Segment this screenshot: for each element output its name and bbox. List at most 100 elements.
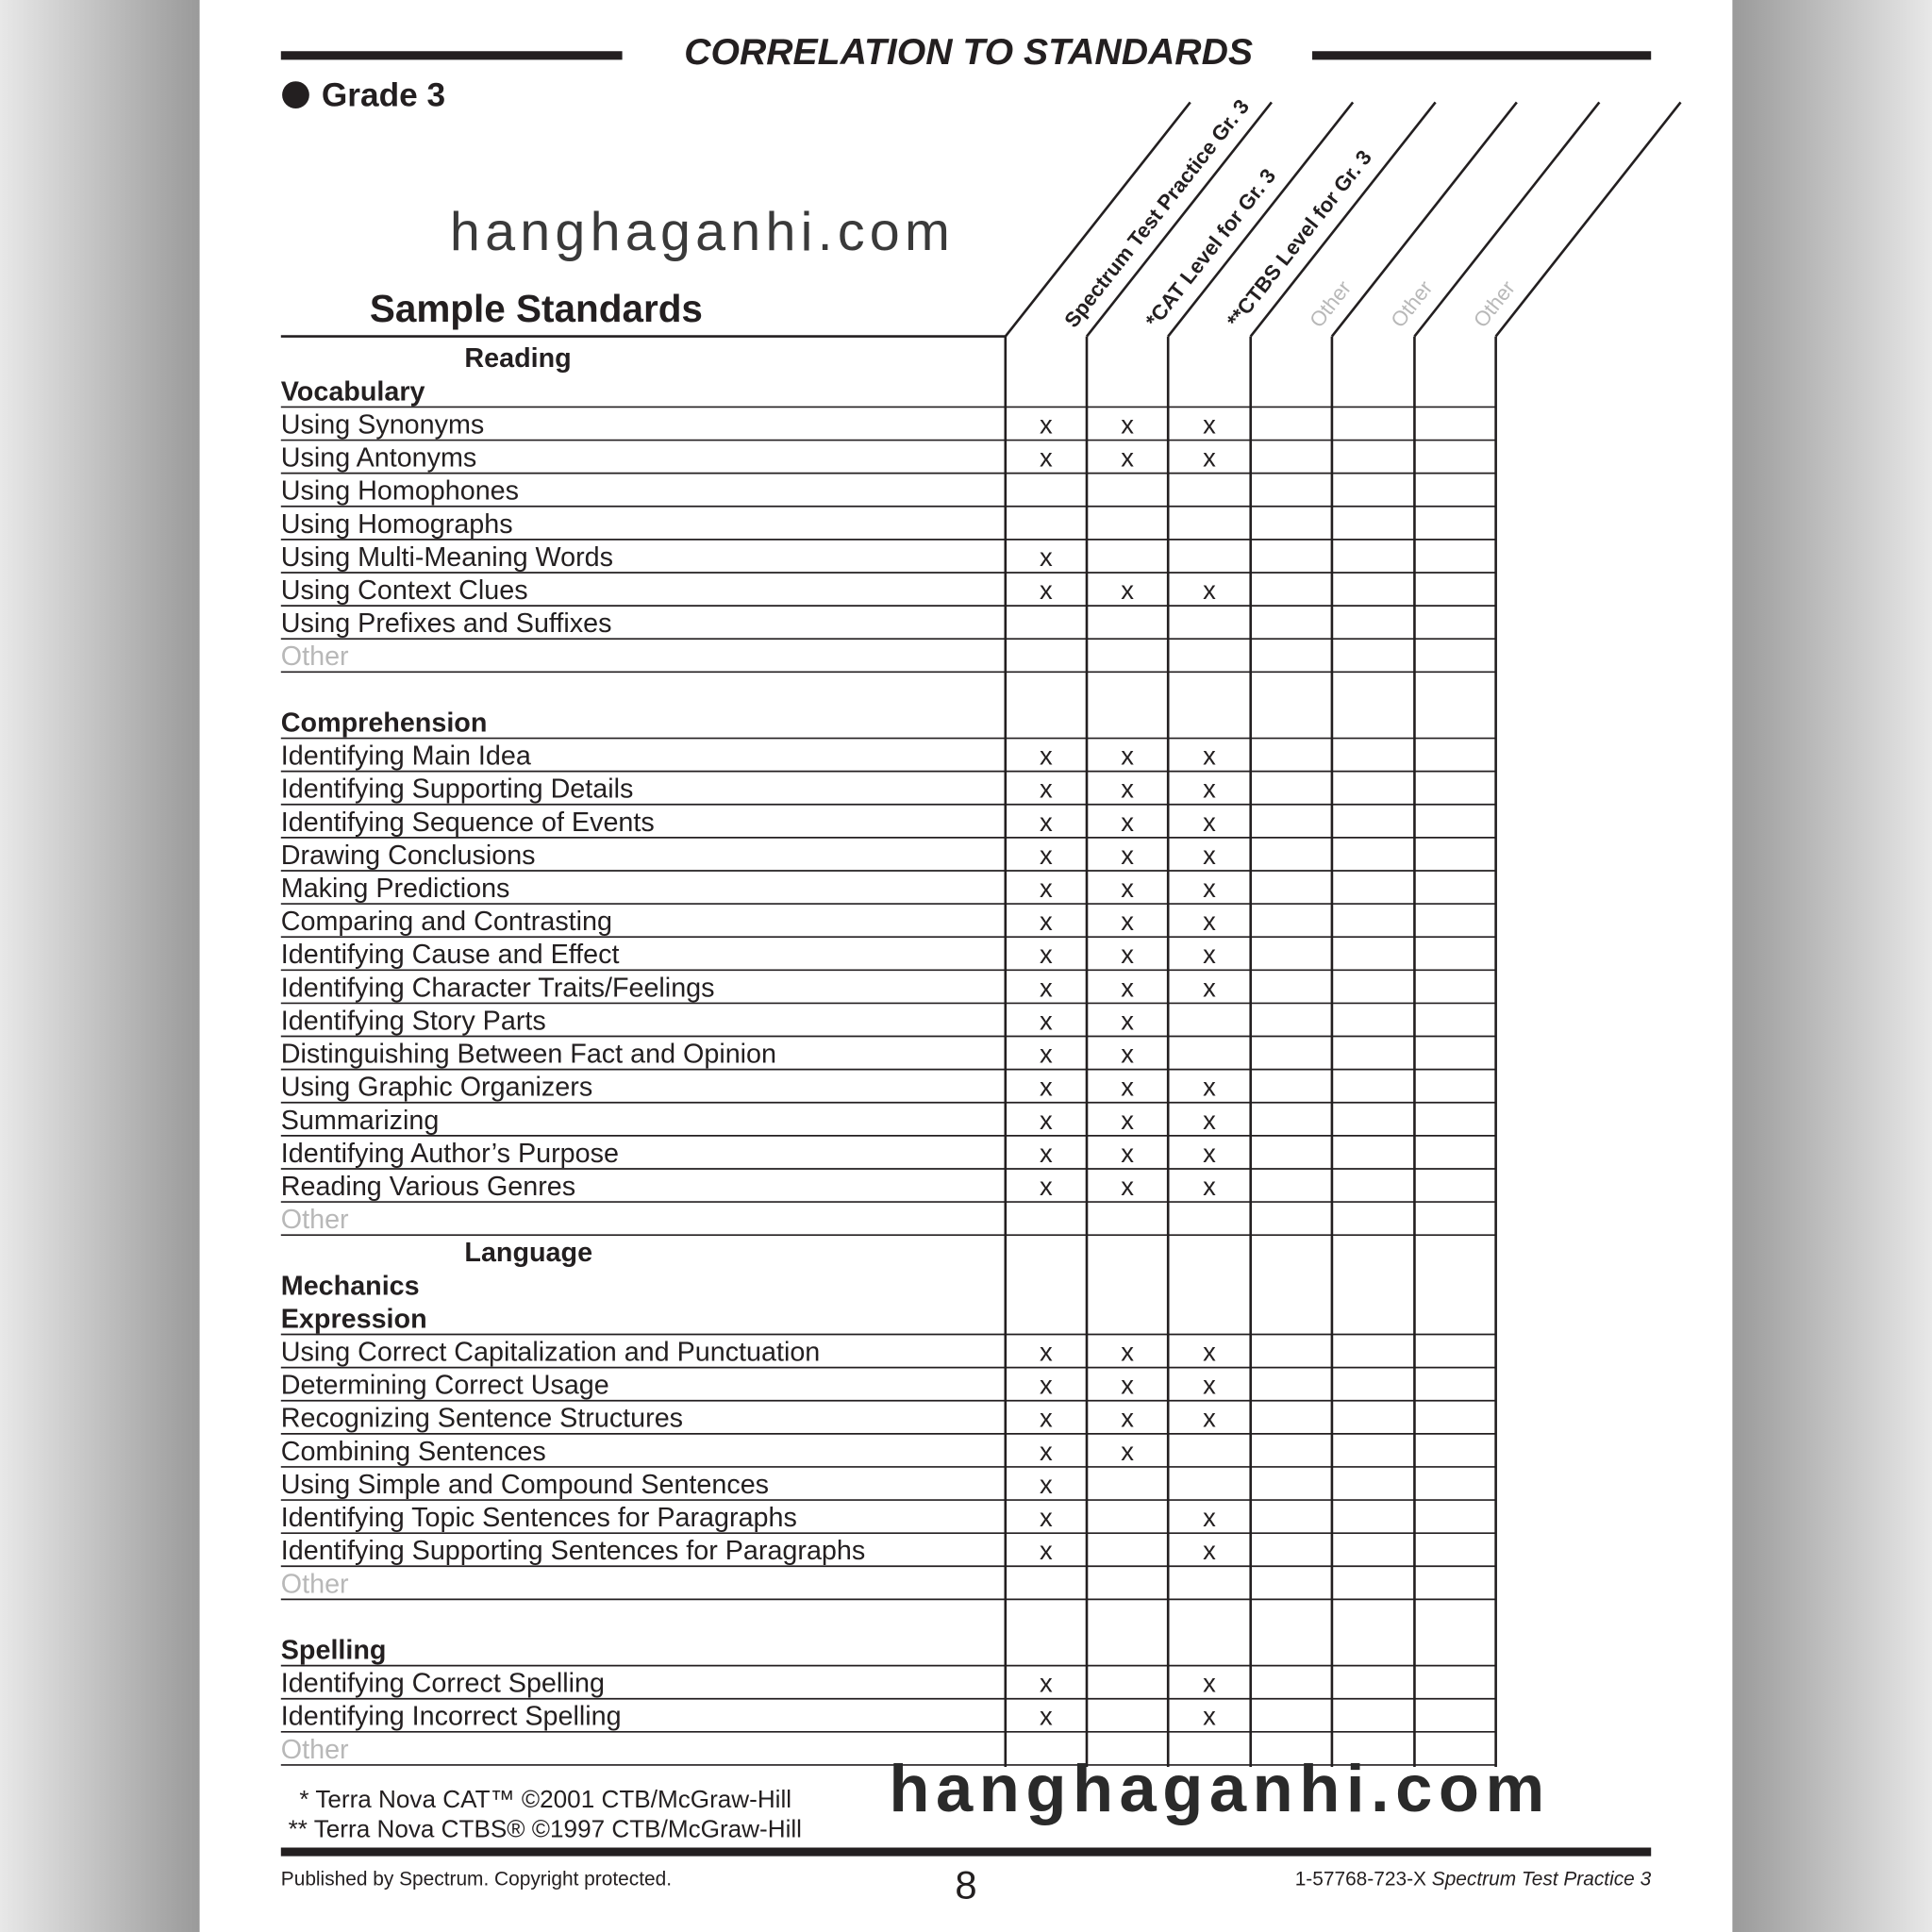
other-label: Other: [281, 641, 349, 672]
check-mark: x: [1121, 1006, 1134, 1035]
check-mark: x: [1203, 808, 1216, 837]
check-mark: x: [1040, 1338, 1053, 1367]
check-mark: x: [1040, 808, 1053, 837]
standard-label: Using Multi-Meaning Words: [281, 542, 613, 573]
section-label: Language: [464, 1238, 592, 1268]
check-mark: x: [1121, 1371, 1134, 1400]
standard-label: Using Context Clues: [281, 575, 528, 606]
check-mark: x: [1203, 1139, 1216, 1168]
check-mark: x: [1040, 741, 1053, 771]
other-label: Other: [281, 1205, 349, 1235]
heading-label: Spelling: [281, 1636, 387, 1666]
isbn: 1-57768-723-X: [1295, 1868, 1426, 1890]
book-info: 1-57768-723-X Spectrum Test Practice 3: [1295, 1868, 1652, 1890]
check-mark: x: [1121, 1139, 1134, 1168]
standard-label: Identifying Sequence of Events: [281, 808, 655, 838]
check-mark: x: [1040, 1536, 1053, 1565]
standard-label: Making Predictions: [281, 874, 510, 904]
other-label: Other: [281, 1569, 349, 1599]
standard-label: Using Prefixes and Suffixes: [281, 608, 612, 639]
check-mark: x: [1203, 1106, 1216, 1135]
standard-label: Using Homophones: [281, 476, 519, 507]
standard-label: Summarizing: [281, 1106, 440, 1136]
check-mark: x: [1203, 1338, 1216, 1367]
check-mark: x: [1121, 1073, 1134, 1102]
page-title: CORRELATION TO STANDARDS: [684, 32, 1253, 73]
column-slant: [1004, 101, 1191, 338]
check-mark: x: [1203, 1371, 1216, 1400]
standard-label: Identifying Topic Sentences for Paragrap…: [281, 1503, 797, 1533]
standard-label: Identifying Supporting Sentences for Par…: [281, 1536, 865, 1566]
column-slant: [1249, 101, 1437, 338]
other-label: Other: [281, 1735, 349, 1765]
check-mark: x: [1203, 1503, 1216, 1532]
heading-label: Mechanics: [281, 1271, 420, 1301]
check-mark: x: [1203, 443, 1216, 473]
column-slant: [1085, 101, 1273, 338]
check-mark: x: [1203, 1073, 1216, 1102]
section-label: Reading: [464, 343, 571, 374]
column-slant: [1330, 101, 1518, 338]
footnote: * Terra Nova CAT™ ©2001 CTB/McGraw-Hill: [299, 1785, 791, 1813]
publisher: Published by Spectrum. Copyright protect…: [281, 1868, 672, 1890]
check-mark: x: [1203, 1669, 1216, 1698]
check-mark: x: [1040, 1006, 1053, 1035]
check-mark: x: [1040, 1702, 1053, 1731]
check-mark: x: [1121, 1437, 1134, 1466]
check-mark: x: [1121, 443, 1134, 473]
column-slant: [1413, 101, 1601, 338]
standard-label: Combining Sentences: [281, 1437, 546, 1467]
check-mark: x: [1203, 940, 1216, 969]
standard-label: Identifying Correct Spelling: [281, 1669, 605, 1699]
check-mark: x: [1040, 1073, 1053, 1102]
standard-label: Determining Correct Usage: [281, 1371, 609, 1401]
check-mark: x: [1203, 774, 1216, 804]
check-mark: x: [1121, 575, 1134, 605]
standard-label: Identifying Incorrect Spelling: [281, 1702, 622, 1732]
check-mark: x: [1040, 542, 1053, 572]
check-mark: x: [1203, 973, 1216, 1002]
standard-label: Distinguishing Between Fact and Opinion: [281, 1040, 776, 1070]
standard-label: Identifying Main Idea: [281, 741, 531, 772]
standard-label: Using Homographs: [281, 509, 513, 540]
standard-label: Identifying Author’s Purpose: [281, 1139, 619, 1169]
check-mark: x: [1040, 409, 1053, 439]
check-mark: x: [1121, 841, 1134, 870]
check-mark: x: [1121, 1040, 1134, 1069]
check-mark: x: [1121, 1404, 1134, 1433]
check-mark: x: [1121, 907, 1134, 936]
check-mark: x: [1040, 443, 1053, 473]
footnote: ** Terra Nova CTBS® ©1997 CTB/McGraw-Hil…: [289, 1814, 802, 1842]
check-mark: x: [1203, 907, 1216, 936]
column-slant: [1167, 101, 1355, 338]
check-mark: x: [1121, 808, 1134, 837]
check-mark: x: [1040, 907, 1053, 936]
check-mark: x: [1203, 409, 1216, 439]
check-mark: x: [1040, 1669, 1053, 1698]
check-mark: x: [1121, 774, 1134, 804]
standard-label: Drawing Conclusions: [281, 841, 536, 871]
check-mark: x: [1121, 409, 1134, 439]
check-mark: x: [1040, 1503, 1053, 1532]
check-mark: x: [1040, 1139, 1053, 1168]
standard-label: Using Synonyms: [281, 409, 484, 440]
check-mark: x: [1203, 741, 1216, 771]
standard-label: Using Antonyms: [281, 443, 477, 474]
standard-label: Reading Various Genres: [281, 1172, 575, 1202]
page-number: 8: [955, 1863, 976, 1907]
check-mark: x: [1121, 874, 1134, 903]
watermark: hanghaganhi.com: [889, 1751, 1550, 1825]
check-mark: x: [1040, 1404, 1053, 1433]
check-mark: x: [1040, 575, 1053, 605]
check-mark: x: [1121, 741, 1134, 771]
standard-label: Identifying Supporting Details: [281, 774, 634, 805]
check-mark: x: [1040, 1371, 1053, 1400]
check-mark: x: [1203, 1404, 1216, 1433]
check-mark: x: [1121, 940, 1134, 969]
watermark: hanghaganhi.com: [450, 202, 955, 262]
check-mark: x: [1203, 1172, 1216, 1201]
check-mark: x: [1040, 1437, 1053, 1466]
standard-label: Recognizing Sentence Structures: [281, 1404, 683, 1434]
check-mark: x: [1040, 841, 1053, 870]
